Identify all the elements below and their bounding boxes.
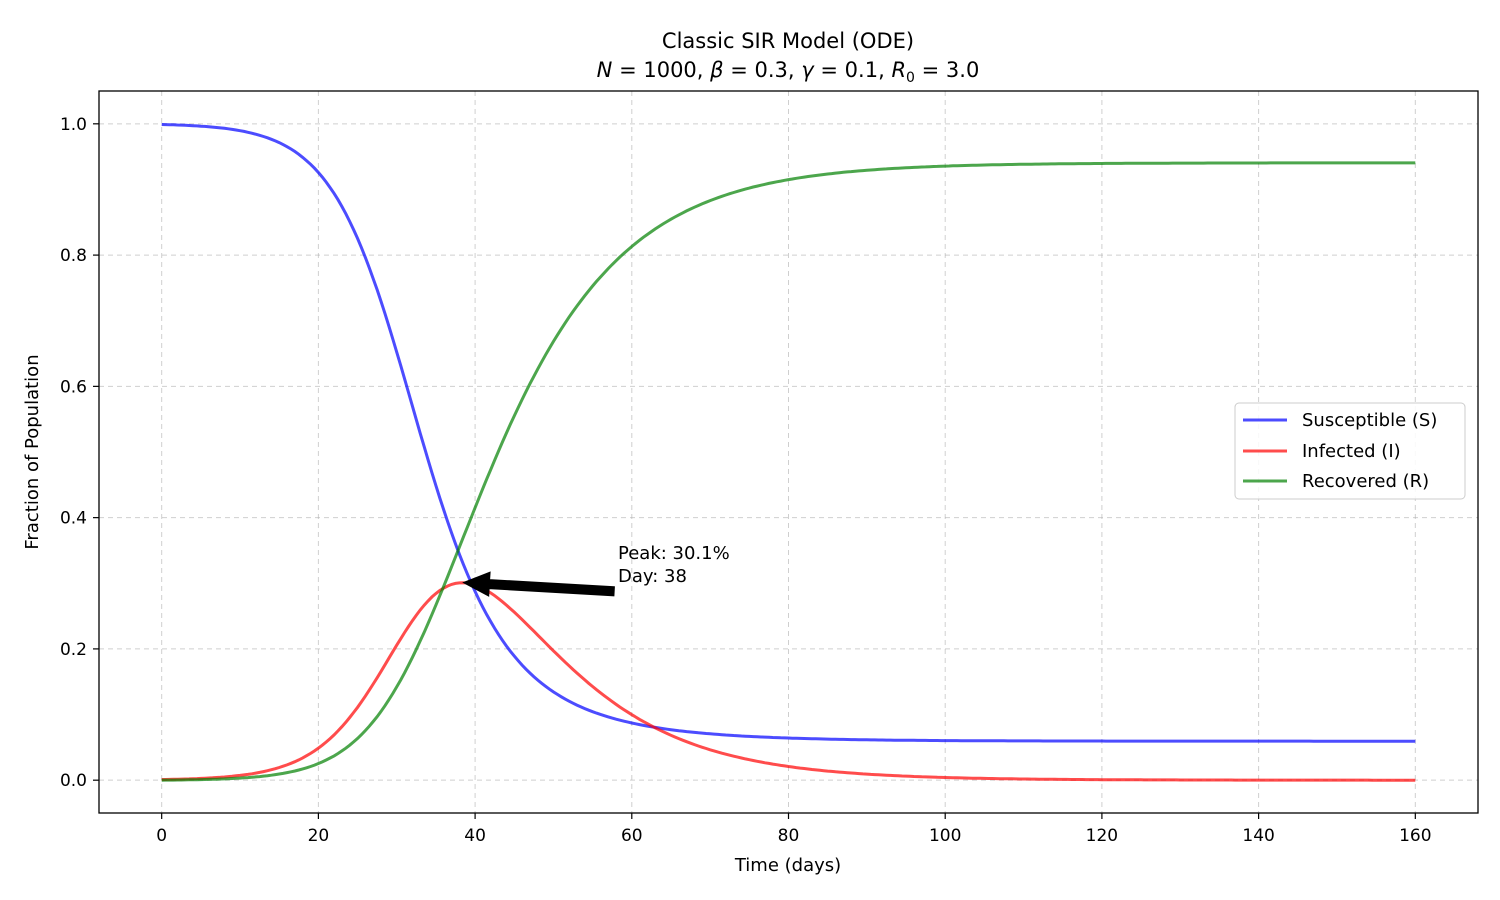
x-tick-label-140: 140 bbox=[1242, 826, 1274, 846]
y-tick-label-1.0: 1.0 bbox=[60, 115, 87, 135]
legend-box bbox=[1234, 402, 1466, 500]
y-tick-label-0.6: 0.6 bbox=[60, 377, 87, 397]
legend-label-infected: Infected (I) bbox=[1302, 441, 1401, 462]
series-group bbox=[161, 123, 1416, 782]
y-tick-label-0.8: 0.8 bbox=[60, 246, 87, 266]
y-axis: 0.0 0.2 0.4 0.6 0.8 1.0 bbox=[60, 115, 99, 791]
x-tick-label-40: 40 bbox=[464, 826, 486, 846]
x-tick-label-0: 0 bbox=[156, 826, 167, 846]
annotation-line1: Peak: 30.1% bbox=[618, 543, 730, 564]
x-axis-label: Time (days) bbox=[734, 855, 841, 876]
chart-title: Classic SIR Model (ODE) bbox=[662, 29, 914, 53]
annotation-arrow bbox=[462, 571, 615, 597]
chart-subtitle: N = 1000, β = 0.3, γ = 0.1, R0 = 3.0 bbox=[597, 58, 980, 86]
series-line-susceptible bbox=[161, 123, 1416, 743]
series-line-recovered bbox=[161, 161, 1416, 782]
legend: Susceptible (S) Infected (I) Recovered (… bbox=[1234, 402, 1466, 500]
legend-label-susceptible: Susceptible (S) bbox=[1302, 410, 1437, 431]
x-axis: 0 20 40 60 80 100 120 140 160 bbox=[156, 813, 1432, 846]
annotation-line2: Day: 38 bbox=[618, 566, 687, 587]
y-tick-label-0.0: 0.0 bbox=[60, 771, 87, 791]
legend-label-recovered: Recovered (R) bbox=[1302, 471, 1429, 492]
x-tick-label-120: 120 bbox=[1086, 826, 1118, 846]
x-tick-label-60: 60 bbox=[621, 826, 643, 846]
x-tick-label-100: 100 bbox=[929, 826, 961, 846]
x-tick-label-80: 80 bbox=[778, 826, 800, 846]
y-axis-label: Fraction of Population bbox=[22, 354, 43, 549]
series-line-infected bbox=[161, 581, 1416, 782]
x-tick-label-20: 20 bbox=[308, 826, 330, 846]
y-tick-label-0.2: 0.2 bbox=[60, 640, 87, 660]
y-tick-label-0.4: 0.4 bbox=[60, 509, 87, 529]
peak-annotation: Peak: 30.1% Day: 38 bbox=[462, 543, 730, 597]
x-tick-label-160: 160 bbox=[1399, 826, 1431, 846]
